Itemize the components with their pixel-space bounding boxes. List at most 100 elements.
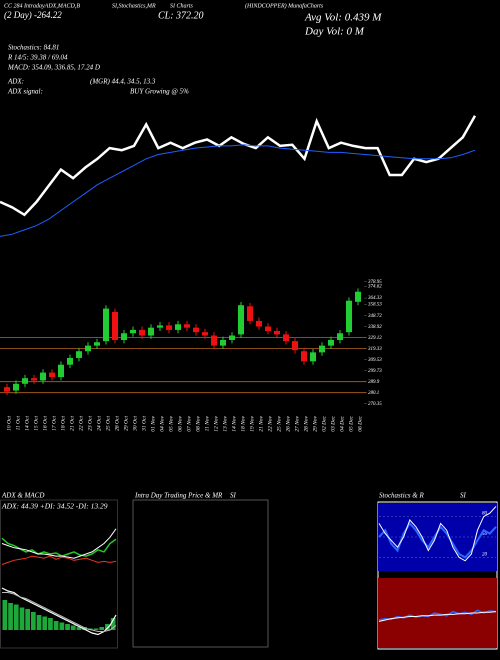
candle-body — [211, 335, 217, 346]
x-tick-label: 21 Oct — [69, 416, 75, 431]
candle-body — [247, 306, 253, 321]
y-tick-label: 319.33 — [368, 347, 382, 352]
candle-body — [238, 305, 244, 335]
y-tick-label: 280.1 — [368, 391, 379, 396]
candle-body — [112, 311, 118, 341]
bar — [93, 628, 99, 630]
bar — [36, 615, 42, 630]
bar — [42, 616, 48, 630]
x-tick-label: 04 Nov — [158, 415, 165, 431]
panel-title: ADX & MACD — [1, 492, 44, 500]
candle-body — [22, 378, 28, 384]
header-day-vol: Day Vol: 0 M — [304, 26, 365, 38]
x-tick-label: 22 Oct — [78, 416, 84, 431]
y-tick-label: 374.62 — [368, 285, 382, 290]
bar — [25, 609, 30, 630]
indicator-adx-signal-label: ADX signal: — [7, 88, 43, 96]
panel-title: Stochastics & R — [379, 492, 424, 500]
panel-subtitle: ADX: 44.39 +DI: 34.52 -DI: 13.29 — [1, 502, 108, 511]
indicator-macd: MACD: 354.09, 336.85, 17.24 D — [7, 64, 100, 72]
x-tick-label: 18 Nov — [240, 415, 246, 431]
candle-body — [328, 340, 334, 346]
x-tick-label: 26 Nov — [285, 415, 291, 431]
candle-body — [67, 357, 73, 365]
candle-body — [256, 320, 262, 327]
x-tick-label: 28 Oct — [114, 416, 120, 431]
x-tick-label: 08 Nov — [195, 415, 201, 431]
header-day-change: (2 Day) -264.22 — [4, 10, 62, 20]
line-series — [2, 592, 117, 632]
x-tick-label: 31 Oct — [141, 416, 147, 432]
x-tick-label: 18 Oct — [60, 416, 66, 431]
candle-body — [85, 345, 91, 352]
candle-body — [229, 335, 235, 341]
candle-body — [58, 364, 64, 378]
header-chart-tag2: SI,Stochastics,MR — [112, 3, 156, 9]
indicator-adx-signal: BUY Growing @ 5% — [130, 88, 189, 96]
y-tick-label: 378.95 — [368, 280, 382, 285]
bar — [59, 622, 65, 630]
header-ticker: (HINDCOPPER) MunafaCharts — [245, 2, 324, 9]
x-tick-label: 07 Nov — [186, 415, 192, 431]
x-tick-label: 29 Nov — [312, 415, 318, 431]
x-tick-label: 22 Nov — [267, 415, 273, 431]
x-tick-label: 15 Oct — [33, 416, 39, 431]
bar — [110, 618, 116, 630]
bar — [19, 607, 25, 630]
bar — [70, 625, 76, 630]
candle-body — [220, 340, 226, 346]
header-chart-tag: CC 284 IntradayADX,MACD,B — [4, 2, 80, 9]
candle-body — [184, 324, 190, 328]
candle-body — [139, 329, 145, 336]
x-tick-label: 27 Nov — [294, 415, 300, 431]
x-tick-label: 11 Oct — [15, 416, 21, 431]
bar — [13, 604, 19, 630]
candle-body — [166, 325, 172, 330]
candle-body — [13, 383, 19, 391]
y-tick-label: 364.33 — [368, 296, 382, 301]
candle-body — [175, 324, 181, 330]
x-tick-label: 16 Oct — [42, 416, 48, 431]
candle-body — [193, 327, 199, 333]
x-tick-label: 10 Oct — [6, 416, 12, 431]
bar — [82, 627, 87, 630]
x-tick-label: 06 Dec — [357, 415, 363, 431]
panel-title: Intra Day Trading Price & MR — [134, 492, 223, 500]
y-tick-label: 270.35 — [368, 402, 382, 407]
x-tick-label: 01 Nov — [150, 415, 156, 431]
x-tick-label: 29 Oct — [123, 416, 129, 431]
bar — [53, 621, 59, 630]
x-tick-label: 30 Oct — [132, 416, 138, 432]
x-tick-label: 21 Nov — [258, 415, 264, 431]
y-tick-label: 348.72 — [368, 314, 382, 319]
panel-background — [1, 512, 117, 575]
candle-body — [31, 378, 37, 381]
x-tick-label: 28 Nov — [303, 415, 309, 431]
x-tick-label: 25 Nov — [276, 415, 282, 431]
candle-body — [301, 351, 307, 362]
line-series — [378, 611, 497, 622]
x-tick-label: 11 Nov — [204, 415, 210, 431]
y-tick-label: 20 — [482, 553, 488, 558]
line-series — [378, 506, 497, 562]
x-tick-label: 13 Nov — [222, 415, 228, 431]
line-series — [0, 144, 476, 237]
candle-body — [337, 333, 343, 341]
x-tick-label: 05 Nov — [168, 415, 174, 431]
line-series — [1, 528, 117, 559]
x-tick-label: 23 Oct — [87, 416, 93, 431]
candle-body — [292, 341, 298, 351]
candle-body — [103, 308, 109, 342]
bar — [65, 624, 70, 630]
y-tick-label: 309.53 — [368, 358, 382, 363]
y-tick-label: 299.73 — [368, 369, 382, 374]
panel-title-suffix: SI — [460, 492, 467, 500]
candle-body — [157, 325, 163, 328]
candle-body — [94, 342, 100, 346]
x-tick-label: 17 Oct — [51, 416, 57, 431]
x-tick-label: 14 Oct — [23, 416, 30, 431]
y-tick-label: 358.53 — [368, 303, 382, 308]
y-tick-label: 289.9 — [368, 380, 380, 385]
line-series — [1, 555, 117, 565]
